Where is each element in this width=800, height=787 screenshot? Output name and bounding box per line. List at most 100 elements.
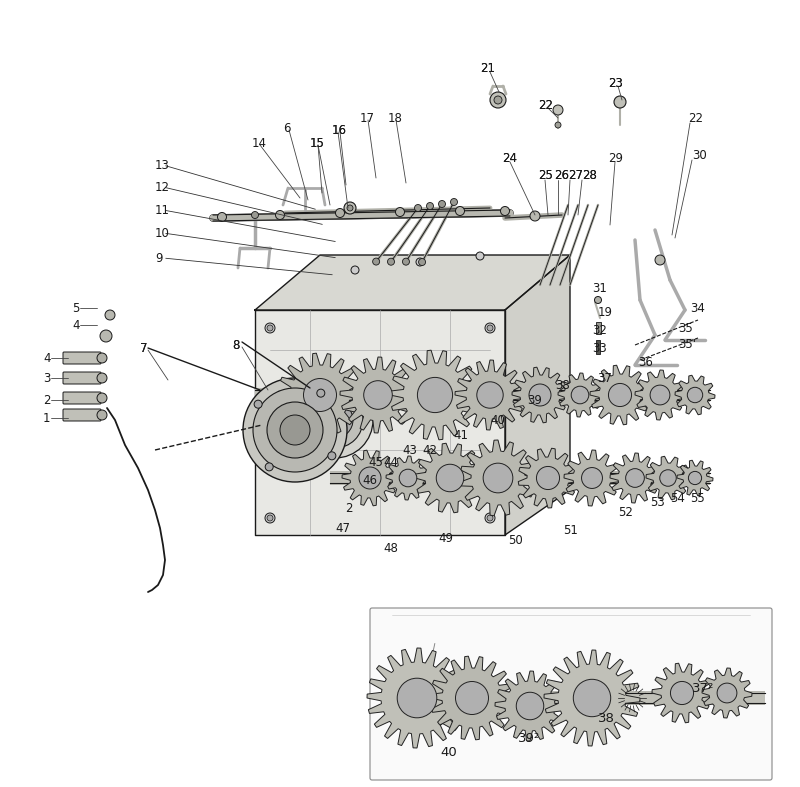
- Text: 52: 52: [618, 505, 633, 519]
- Text: 28: 28: [582, 168, 597, 182]
- Polygon shape: [415, 443, 485, 513]
- Circle shape: [529, 384, 551, 406]
- Circle shape: [253, 388, 337, 472]
- Polygon shape: [342, 450, 398, 506]
- Circle shape: [100, 330, 112, 342]
- Circle shape: [97, 393, 107, 403]
- Circle shape: [344, 202, 356, 214]
- Polygon shape: [635, 370, 685, 420]
- Circle shape: [626, 468, 644, 487]
- Circle shape: [414, 205, 422, 212]
- Text: 15: 15: [310, 136, 325, 150]
- Circle shape: [438, 201, 446, 208]
- Text: 9: 9: [155, 252, 162, 264]
- Text: 31: 31: [592, 282, 607, 294]
- Circle shape: [485, 513, 495, 523]
- FancyBboxPatch shape: [63, 392, 101, 404]
- Text: 1: 1: [43, 412, 50, 424]
- Text: 3: 3: [43, 371, 50, 385]
- Text: 6: 6: [283, 121, 290, 135]
- Circle shape: [265, 323, 275, 333]
- Circle shape: [399, 469, 417, 487]
- Text: 13: 13: [155, 158, 170, 172]
- Circle shape: [582, 467, 602, 489]
- Circle shape: [243, 378, 347, 482]
- Circle shape: [537, 467, 559, 490]
- Text: 4: 4: [43, 352, 50, 364]
- Circle shape: [218, 212, 226, 221]
- Text: 16: 16: [332, 124, 347, 136]
- Circle shape: [347, 205, 353, 211]
- Text: 10: 10: [155, 227, 170, 239]
- Text: 24: 24: [502, 152, 517, 164]
- Text: 8: 8: [232, 338, 239, 352]
- Circle shape: [494, 96, 502, 104]
- Circle shape: [97, 373, 107, 383]
- Circle shape: [555, 122, 561, 128]
- Text: 50: 50: [508, 534, 522, 546]
- Text: 45: 45: [368, 456, 383, 468]
- Bar: [596, 322, 601, 334]
- Polygon shape: [367, 648, 467, 748]
- Polygon shape: [255, 310, 505, 535]
- Circle shape: [501, 206, 510, 216]
- Circle shape: [687, 387, 702, 403]
- Circle shape: [655, 255, 665, 265]
- Circle shape: [609, 383, 631, 407]
- Circle shape: [373, 258, 380, 265]
- Text: 24: 24: [502, 152, 517, 164]
- Circle shape: [398, 678, 437, 718]
- Circle shape: [359, 467, 381, 489]
- Text: 27: 27: [568, 168, 583, 182]
- Circle shape: [614, 96, 626, 108]
- Circle shape: [275, 210, 285, 220]
- Circle shape: [387, 258, 394, 265]
- Text: 25: 25: [538, 168, 553, 182]
- Text: 21: 21: [480, 61, 495, 75]
- Circle shape: [670, 682, 694, 704]
- Polygon shape: [518, 449, 578, 508]
- Circle shape: [436, 464, 464, 492]
- Circle shape: [97, 353, 107, 363]
- Circle shape: [455, 682, 489, 715]
- Text: 22: 22: [688, 112, 703, 124]
- Text: 35: 35: [678, 322, 693, 334]
- Circle shape: [476, 252, 484, 260]
- Text: 46: 46: [362, 474, 377, 486]
- Circle shape: [395, 208, 405, 216]
- Text: 38: 38: [555, 379, 570, 391]
- Text: 25: 25: [538, 168, 553, 182]
- Circle shape: [265, 513, 275, 523]
- Polygon shape: [544, 650, 640, 746]
- Text: 12: 12: [155, 180, 170, 194]
- FancyBboxPatch shape: [63, 352, 101, 364]
- Circle shape: [364, 381, 392, 409]
- Polygon shape: [646, 456, 690, 500]
- Circle shape: [335, 209, 345, 217]
- Text: 40: 40: [440, 745, 457, 759]
- Circle shape: [418, 378, 453, 412]
- Circle shape: [717, 683, 737, 703]
- Text: 36: 36: [638, 356, 653, 368]
- Text: 21: 21: [480, 61, 495, 75]
- Circle shape: [688, 471, 702, 485]
- Text: 18: 18: [388, 112, 403, 124]
- Circle shape: [571, 386, 589, 404]
- Circle shape: [483, 464, 513, 493]
- Circle shape: [660, 470, 676, 486]
- Polygon shape: [255, 255, 570, 310]
- Text: 37: 37: [597, 371, 612, 385]
- Text: 4: 4: [72, 319, 79, 331]
- Polygon shape: [610, 453, 660, 503]
- Polygon shape: [340, 357, 416, 433]
- Text: 44: 44: [383, 456, 398, 468]
- Polygon shape: [558, 373, 602, 417]
- Text: 41: 41: [453, 428, 468, 442]
- Polygon shape: [702, 668, 752, 718]
- Circle shape: [297, 382, 373, 458]
- Circle shape: [650, 385, 670, 405]
- Text: 47: 47: [335, 522, 350, 534]
- Polygon shape: [455, 360, 525, 430]
- Circle shape: [487, 515, 493, 521]
- Circle shape: [574, 679, 610, 717]
